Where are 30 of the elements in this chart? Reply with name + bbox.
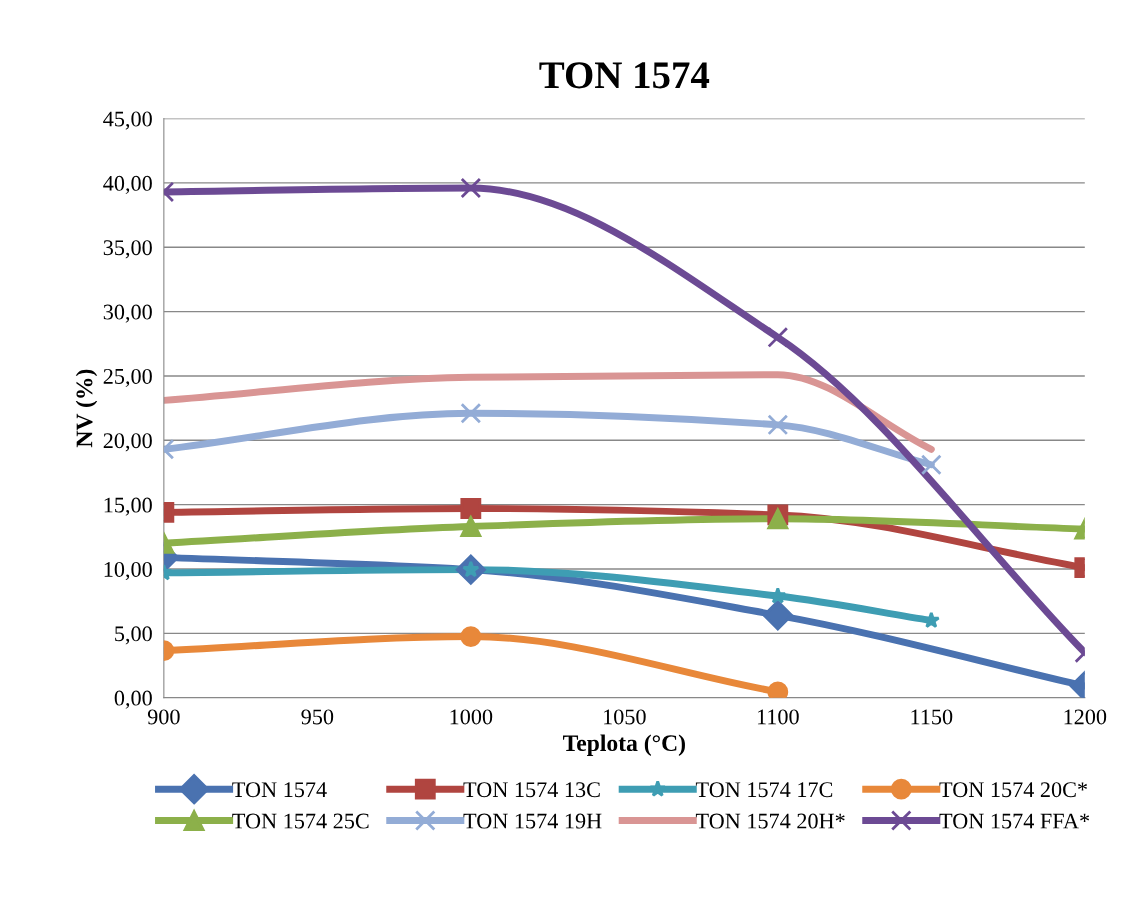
chart-title: TON 1574 [539, 62, 710, 89]
x-tick-label: 1050 [604, 709, 646, 725]
y-tick-label: 5,00 [115, 626, 152, 645]
y-tick-label: 25,00 [103, 368, 152, 388]
x-tick-label: 1000 [450, 709, 493, 725]
x-tick-label: 950 [301, 709, 334, 725]
legend-label: TON 1574 FFA* [939, 813, 1090, 829]
y-tick-label: 45,00 [103, 111, 152, 130]
y-tick-label: 40,00 [103, 175, 152, 195]
x-axis-title: Teplota (°C) [563, 734, 685, 756]
y-tick-label: 15,00 [104, 497, 152, 516]
x-tick-label: 1200 [1064, 709, 1107, 725]
y-tick-label: 10,00 [104, 561, 152, 581]
x-tick-label: 900 [147, 709, 180, 725]
legend-label: TON 1574 [232, 782, 327, 798]
legend-label: TON 1574 20C* [939, 782, 1087, 798]
x-tick-label: 1150 [911, 709, 953, 725]
legend-label: TON 1574 25C [232, 813, 369, 829]
y-tick-label: 20,00 [103, 433, 152, 452]
y-axis-title: NV (%) [75, 369, 98, 448]
legend-label: TON 1574 17C [695, 782, 833, 798]
point [460, 402, 482, 424]
point [767, 414, 789, 436]
y-tick-label: 0,00 [114, 690, 152, 709]
y-tick-label: 30,00 [103, 304, 152, 323]
y-tick-label: 35,00 [103, 240, 152, 259]
legend-label: TON 1574 20H* [695, 813, 845, 829]
legend-label: TON 1574 19H [463, 813, 602, 829]
legend-label: TON 1574 13C [463, 782, 600, 798]
x-tick-label: 1100 [757, 709, 799, 725]
